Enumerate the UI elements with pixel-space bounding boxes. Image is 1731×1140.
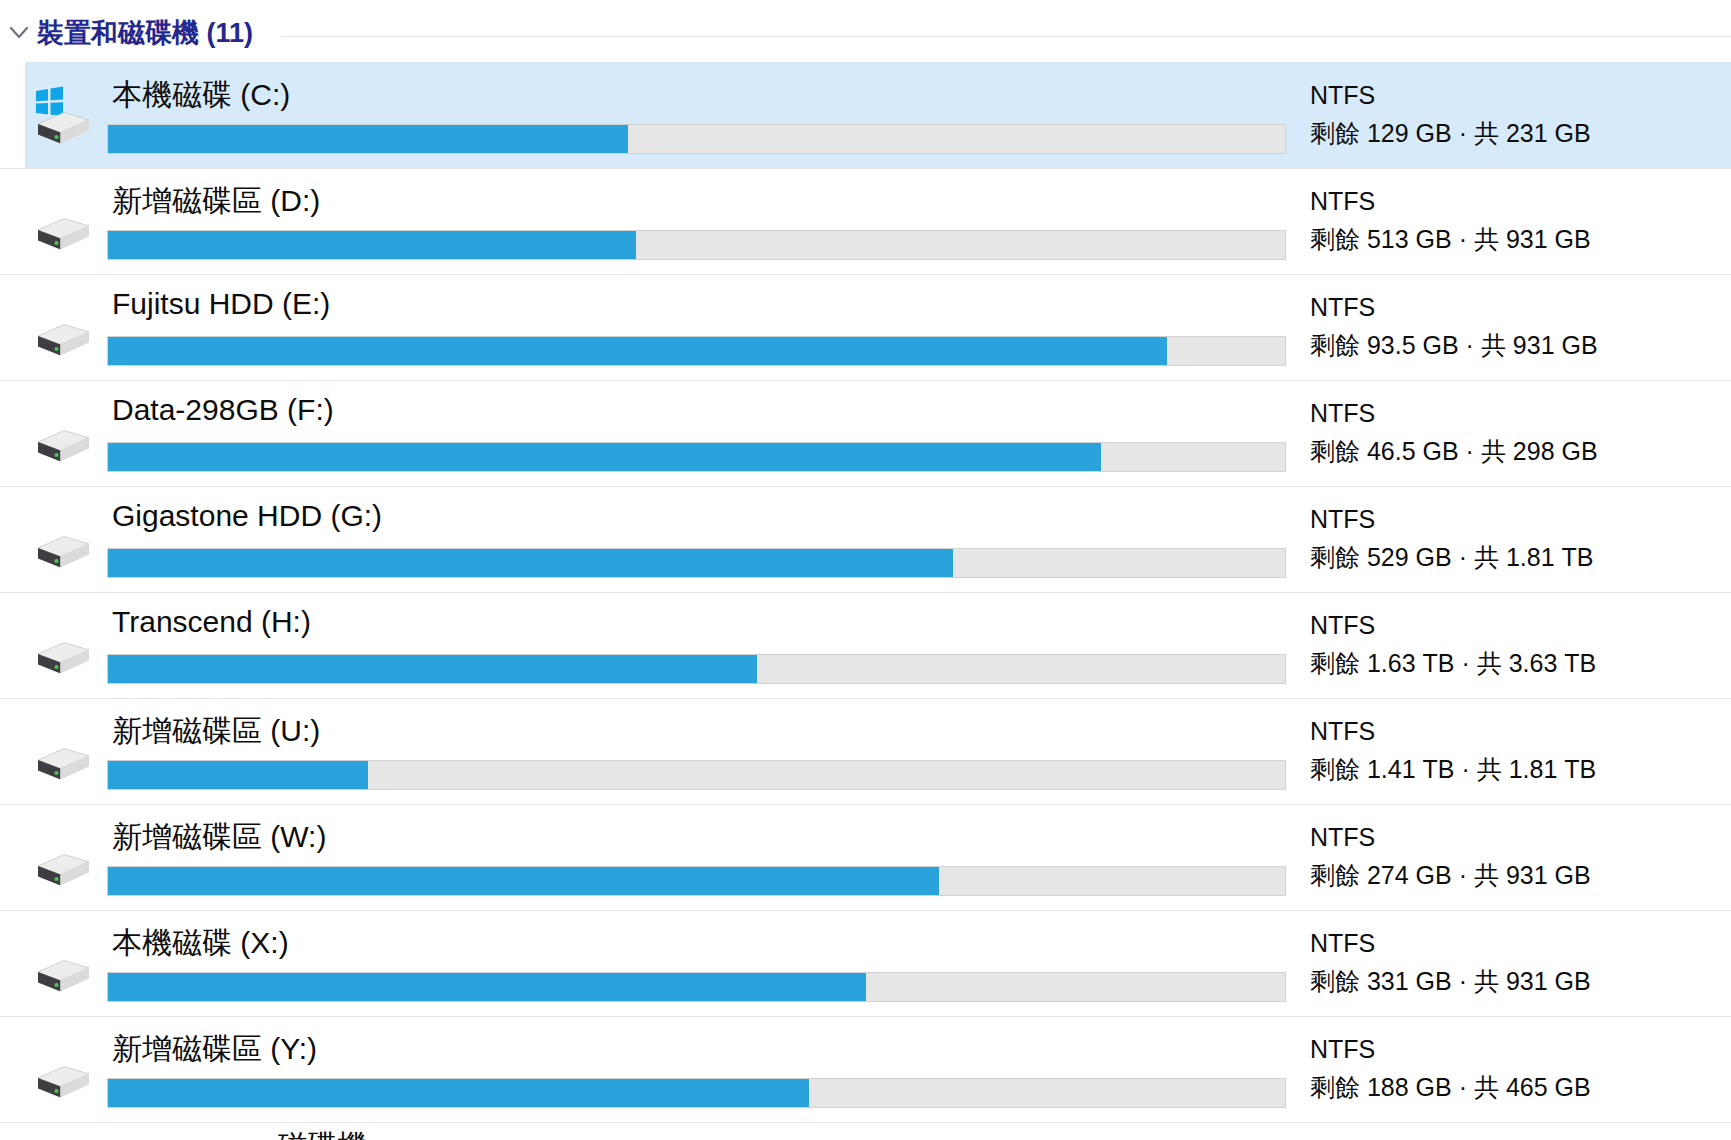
drive-name: 新增磁碟區 (W:) — [112, 817, 326, 858]
hdd-icon — [30, 720, 96, 782]
capacity-bar-fill — [108, 549, 953, 577]
drive-name: Data-298GB (F:) — [112, 393, 334, 427]
hdd-icon — [30, 614, 96, 676]
drive-row-partial[interactable]: 磁碟機 — [0, 1122, 1731, 1140]
devices-and-drives-panel: { "group": { "label": "裝置和磁碟機 (11)", "ti… — [0, 0, 1731, 1140]
filesystem-label: NTFS — [1310, 717, 1375, 746]
drive-name: 本機磁碟 (C:) — [112, 75, 290, 116]
capacity-bar — [107, 760, 1286, 790]
capacity-bar-fill — [108, 125, 628, 153]
hdd-icon — [30, 84, 96, 146]
filesystem-label: NTFS — [1310, 1035, 1375, 1064]
free-space-label: 剩餘 1.41 TB · 共 1.81 TB — [1310, 753, 1596, 786]
drive-row[interactable]: Fujitsu HDD (E:) NTFS 剩餘 93.5 GB · 共 931… — [0, 274, 1731, 381]
drive-row[interactable]: 新增磁碟區 (W:) NTFS 剩餘 274 GB · 共 931 GB — [0, 804, 1731, 911]
hdd-icon — [30, 190, 96, 252]
drive-name: 新增磁碟區 (U:) — [112, 711, 320, 752]
hdd-icon — [30, 296, 96, 358]
filesystem-label: NTFS — [1310, 823, 1375, 852]
drive-row[interactable]: 本機磁碟 (C:) NTFS 剩餘 129 GB · 共 231 GB — [0, 62, 1731, 169]
free-space-label: 剩餘 188 GB · 共 465 GB — [1310, 1071, 1591, 1104]
drive-row[interactable]: 新增磁碟區 (Y:) NTFS 剩餘 188 GB · 共 465 GB — [0, 1016, 1731, 1123]
drive-name: Gigastone HDD (G:) — [112, 499, 382, 533]
drive-row[interactable]: 新增磁碟區 (D:) NTFS 剩餘 513 GB · 共 931 GB — [0, 168, 1731, 275]
capacity-bar-fill — [108, 1079, 809, 1107]
capacity-bar-fill — [108, 337, 1167, 365]
free-space-label: 剩餘 129 GB · 共 231 GB — [1310, 117, 1591, 150]
filesystem-label: NTFS — [1310, 399, 1375, 428]
capacity-bar — [107, 230, 1286, 260]
capacity-bar-fill — [108, 973, 866, 1001]
hdd-icon — [30, 1038, 96, 1100]
windows-logo-icon — [36, 87, 63, 116]
hdd-icon — [30, 508, 96, 570]
free-space-label: 剩餘 513 GB · 共 931 GB — [1310, 223, 1591, 256]
free-space-label: 剩餘 93.5 GB · 共 931 GB — [1310, 329, 1598, 362]
capacity-bar-fill — [108, 443, 1101, 471]
drive-row[interactable]: Data-298GB (F:) NTFS 剩餘 46.5 GB · 共 298 … — [0, 380, 1731, 487]
free-space-label: 剩餘 46.5 GB · 共 298 GB — [1310, 435, 1598, 468]
drive-row[interactable]: 新增磁碟區 (U:) NTFS 剩餘 1.41 TB · 共 1.81 TB — [0, 698, 1731, 805]
drive-row[interactable]: Gigastone HDD (G:) NTFS 剩餘 529 GB · 共 1.… — [0, 486, 1731, 593]
filesystem-label: NTFS — [1310, 929, 1375, 958]
capacity-bar — [107, 336, 1286, 366]
filesystem-label: NTFS — [1310, 293, 1375, 322]
capacity-bar — [107, 124, 1286, 154]
drive-row[interactable]: 本機磁碟 (X:) NTFS 剩餘 331 GB · 共 931 GB — [0, 910, 1731, 1017]
capacity-bar — [107, 972, 1286, 1002]
capacity-bar — [107, 866, 1286, 896]
filesystem-label: NTFS — [1310, 81, 1375, 110]
free-space-label: 剩餘 1.63 TB · 共 3.63 TB — [1310, 647, 1596, 680]
capacity-bar-fill — [108, 231, 636, 259]
free-space-label: 剩餘 274 GB · 共 931 GB — [1310, 859, 1591, 892]
drive-name: 新增磁碟區 (D:) — [112, 181, 320, 222]
free-space-label: 剩餘 331 GB · 共 931 GB — [1310, 965, 1591, 998]
filesystem-label: NTFS — [1310, 187, 1375, 216]
filesystem-label: NTFS — [1310, 611, 1375, 640]
capacity-bar — [107, 442, 1286, 472]
hdd-icon — [30, 402, 96, 464]
drive-name: Fujitsu HDD (E:) — [112, 287, 330, 321]
free-space-label: 剩餘 529 GB · 共 1.81 TB — [1310, 541, 1593, 574]
capacity-bar-fill — [108, 761, 368, 789]
filesystem-label: NTFS — [1310, 505, 1375, 534]
drive-list: 本機磁碟 (C:) NTFS 剩餘 129 GB · 共 231 GB 新增磁碟… — [0, 0, 1731, 1140]
capacity-bar — [107, 548, 1286, 578]
capacity-bar-fill — [108, 655, 757, 683]
hdd-icon — [30, 826, 96, 888]
hdd-icon — [30, 932, 96, 994]
drive-name: 本機磁碟 (X:) — [112, 923, 289, 964]
capacity-bar-fill — [108, 867, 939, 895]
capacity-bar — [107, 654, 1286, 684]
drive-row[interactable]: Transcend (H:) NTFS 剩餘 1.63 TB · 共 3.63 … — [0, 592, 1731, 699]
drive-name: Transcend (H:) — [112, 605, 311, 639]
drive-name: 新增磁碟區 (Y:) — [112, 1029, 317, 1070]
drive-name-fragment: 磁碟機 — [277, 1126, 367, 1140]
capacity-bar — [107, 1078, 1286, 1108]
